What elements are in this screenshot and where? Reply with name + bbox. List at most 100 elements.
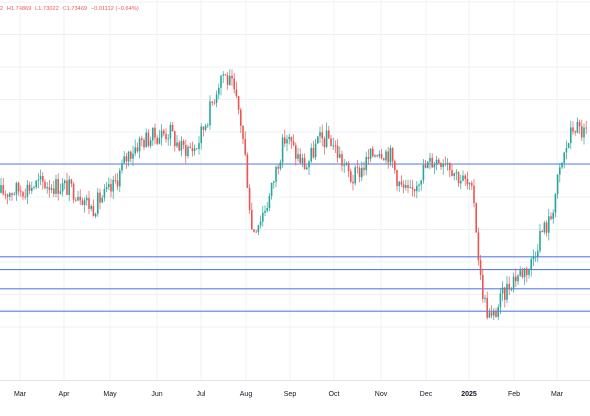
time-axis-tick-label: Jul <box>197 391 206 398</box>
candle-body <box>380 154 383 159</box>
candle-body <box>77 196 79 201</box>
candle-body <box>149 140 152 146</box>
candle-body <box>244 139 246 155</box>
candle-body <box>345 162 348 165</box>
candle-body <box>88 197 90 209</box>
candle-body <box>61 183 64 192</box>
candle-body <box>169 124 172 139</box>
candle-body <box>99 192 101 203</box>
candle-body <box>453 173 455 177</box>
candle-body <box>295 145 297 159</box>
candle-body <box>211 101 213 103</box>
time-axis-tick-label: Jun <box>151 391 162 398</box>
candle-body <box>152 127 154 141</box>
candle-body <box>363 167 365 171</box>
candle-body <box>224 74 227 76</box>
candle-body <box>156 137 158 144</box>
legend-change: −0.01112 (−0.64%) <box>90 6 139 12</box>
candle-body <box>297 154 299 159</box>
time-axis-tick-label: Feb <box>508 391 520 398</box>
candle-body <box>411 187 414 189</box>
candle-body <box>372 148 374 157</box>
candle-body <box>2 185 4 195</box>
candle-body <box>321 132 323 139</box>
time-axis[interactable]: Mar Apr May Jun Jul Aug Sep Oct Nov Dec 2025 Feb Mar <box>0 380 590 411</box>
candle-body <box>475 203 477 233</box>
candle-body <box>581 126 583 138</box>
candle-body <box>528 269 530 275</box>
candle-body <box>341 154 343 166</box>
candle-body <box>176 142 178 147</box>
candle-body <box>451 170 453 177</box>
candle-body <box>433 164 436 168</box>
time-axis-tick-label: Nov <box>375 391 388 398</box>
candle-body <box>266 208 268 211</box>
candle-body <box>33 187 35 189</box>
candle-body <box>526 268 528 275</box>
candle-body <box>94 213 97 217</box>
candle-body <box>347 162 350 172</box>
candle-body <box>83 200 86 205</box>
candle-body <box>132 153 134 159</box>
candle-body <box>193 148 196 152</box>
candle-body <box>189 146 191 148</box>
candle-body <box>301 157 304 163</box>
candle-body <box>182 140 185 145</box>
price-chart[interactable] <box>0 0 590 380</box>
candle-body <box>226 75 229 85</box>
candle-body <box>534 256 537 258</box>
time-axis-tick-label: Mar <box>551 391 564 398</box>
candle-body <box>286 139 288 144</box>
candle-body <box>517 275 519 282</box>
time-axis-tick-label: Dec <box>420 391 433 398</box>
candle-body <box>532 256 535 260</box>
candle-body <box>53 188 55 194</box>
candle-body <box>585 127 587 129</box>
candle-body <box>279 162 282 169</box>
candle-body <box>125 156 128 162</box>
candle-body <box>574 131 576 133</box>
candle-body <box>28 184 31 191</box>
candle-body <box>257 225 260 233</box>
legend-close: C1.73469 <box>62 6 88 12</box>
candle-body <box>26 184 29 197</box>
candle-body <box>86 197 88 201</box>
candle-body <box>281 137 284 163</box>
candle-body <box>312 147 315 158</box>
candle-body <box>334 145 337 147</box>
candle-body <box>358 168 361 178</box>
candle-body <box>389 147 392 163</box>
candle-body <box>394 161 396 171</box>
candle-body <box>275 166 277 182</box>
candle-body <box>134 147 136 154</box>
candle-body <box>385 151 387 161</box>
candle-body <box>365 157 367 171</box>
candle-body <box>116 180 119 187</box>
candle-body <box>22 192 24 197</box>
candle-body <box>354 167 356 184</box>
candle-body <box>55 179 57 194</box>
candle-body <box>578 121 581 127</box>
candle-body <box>259 221 262 226</box>
candle-body <box>510 289 513 290</box>
candle-body <box>141 138 143 140</box>
legend-prefix: 2 <box>0 6 4 12</box>
candle-body <box>270 182 273 197</box>
candle-body <box>545 222 548 233</box>
candle-body <box>427 161 429 168</box>
candle-body <box>495 311 497 317</box>
candle-body <box>174 131 176 147</box>
candle-body <box>143 139 145 148</box>
candle-body <box>396 170 398 187</box>
legend-high: H1.74869 <box>6 6 32 12</box>
candle-body <box>310 147 312 162</box>
candle-body <box>220 75 222 88</box>
candle-body <box>548 216 550 233</box>
candle-body <box>356 167 359 169</box>
candle-body <box>435 159 438 165</box>
candle-body <box>387 151 389 163</box>
candle-body <box>165 133 167 140</box>
candle-body <box>449 162 451 171</box>
candle-body <box>563 152 565 163</box>
candle-body <box>299 154 301 163</box>
